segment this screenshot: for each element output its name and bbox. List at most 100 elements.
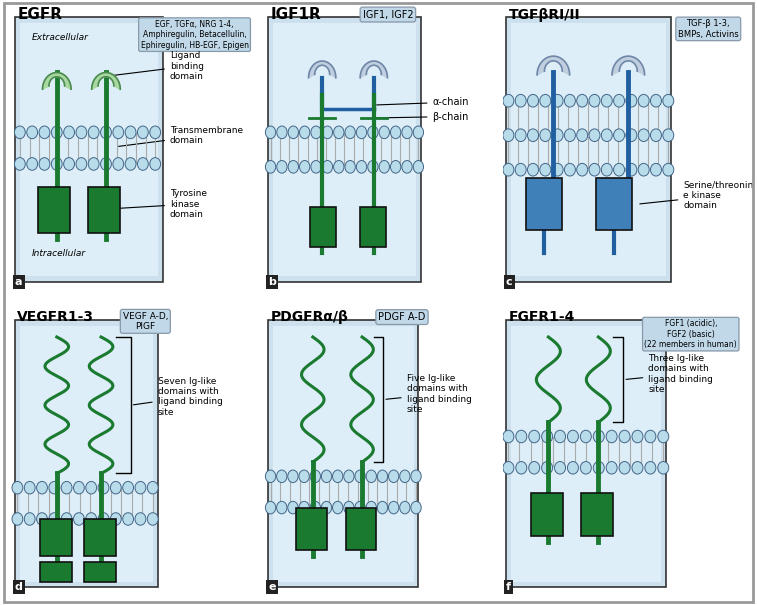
Circle shape: [650, 163, 662, 176]
Circle shape: [366, 502, 376, 514]
Text: e: e: [268, 582, 276, 592]
Bar: [39, 187, 70, 233]
Circle shape: [355, 470, 365, 483]
Circle shape: [377, 470, 388, 483]
Circle shape: [123, 482, 133, 494]
Circle shape: [355, 502, 365, 514]
Circle shape: [577, 129, 587, 142]
Bar: [297, 508, 327, 551]
Circle shape: [322, 502, 332, 514]
Circle shape: [568, 462, 578, 474]
Circle shape: [266, 470, 276, 483]
Circle shape: [299, 502, 310, 514]
Text: Three Ig-like
domains with
ligand binding
site: Three Ig-like domains with ligand bindin…: [626, 354, 713, 394]
Circle shape: [632, 462, 643, 474]
Circle shape: [76, 126, 87, 139]
Text: Seven Ig-like
domains with
ligand binding
site: Seven Ig-like domains with ligand bindin…: [133, 376, 223, 417]
Circle shape: [89, 158, 99, 170]
Circle shape: [12, 512, 23, 525]
Circle shape: [98, 512, 109, 525]
Circle shape: [593, 462, 604, 474]
FancyBboxPatch shape: [20, 23, 157, 276]
Circle shape: [516, 430, 527, 443]
Bar: [310, 207, 336, 247]
Circle shape: [402, 160, 412, 173]
Circle shape: [277, 160, 287, 173]
Text: α-chain: α-chain: [376, 97, 469, 107]
Circle shape: [555, 430, 565, 443]
Text: TGFβRI/II: TGFβRI/II: [509, 7, 580, 22]
Circle shape: [332, 470, 343, 483]
FancyBboxPatch shape: [15, 18, 163, 282]
Circle shape: [357, 126, 366, 139]
Text: EGFR: EGFR: [17, 7, 62, 22]
Text: VEGF A-D,
PlGF: VEGF A-D, PlGF: [123, 312, 168, 331]
Circle shape: [61, 512, 72, 525]
Circle shape: [528, 129, 538, 142]
Text: Serine/threonin
e kinase
domain: Serine/threonin e kinase domain: [640, 181, 753, 211]
Circle shape: [49, 482, 60, 494]
Circle shape: [64, 126, 74, 139]
Circle shape: [516, 163, 526, 176]
Circle shape: [288, 502, 298, 514]
Circle shape: [344, 470, 354, 483]
Circle shape: [51, 126, 62, 139]
Circle shape: [391, 126, 400, 139]
Circle shape: [276, 470, 287, 483]
Circle shape: [26, 126, 38, 139]
Circle shape: [614, 94, 625, 107]
Circle shape: [528, 163, 538, 176]
Circle shape: [541, 462, 553, 474]
Circle shape: [589, 94, 600, 107]
Circle shape: [413, 160, 424, 173]
Bar: [531, 494, 563, 536]
Circle shape: [26, 158, 38, 170]
Circle shape: [645, 430, 656, 443]
Circle shape: [113, 126, 123, 139]
Text: Intracellular: Intracellular: [33, 249, 86, 258]
Bar: [581, 494, 613, 536]
Bar: [39, 561, 72, 581]
Circle shape: [24, 512, 35, 525]
Circle shape: [135, 512, 146, 525]
Text: Transmembrane
domain: Transmembrane domain: [119, 125, 243, 146]
Circle shape: [310, 502, 320, 514]
Circle shape: [516, 129, 526, 142]
Circle shape: [288, 160, 298, 173]
Circle shape: [503, 94, 514, 107]
Bar: [84, 519, 116, 556]
Text: β-chain: β-chain: [376, 111, 469, 122]
Circle shape: [123, 512, 133, 525]
Circle shape: [73, 482, 84, 494]
Circle shape: [276, 502, 287, 514]
Bar: [39, 519, 72, 556]
Polygon shape: [42, 73, 71, 89]
Circle shape: [51, 158, 62, 170]
Circle shape: [86, 482, 97, 494]
Circle shape: [411, 502, 421, 514]
Circle shape: [503, 430, 514, 443]
Circle shape: [391, 160, 400, 173]
Circle shape: [606, 462, 617, 474]
Circle shape: [379, 160, 389, 173]
FancyBboxPatch shape: [511, 23, 666, 276]
Circle shape: [76, 158, 87, 170]
Circle shape: [528, 94, 538, 107]
Circle shape: [552, 129, 563, 142]
Circle shape: [344, 502, 354, 514]
Circle shape: [89, 126, 99, 139]
Circle shape: [632, 430, 643, 443]
Circle shape: [86, 512, 97, 525]
Text: FGF1 (acidic),
FGF2 (basic)
(22 members in human): FGF1 (acidic), FGF2 (basic) (22 members …: [644, 319, 737, 349]
Circle shape: [334, 160, 344, 173]
Circle shape: [14, 158, 25, 170]
Circle shape: [288, 126, 298, 139]
Text: b: b: [268, 276, 276, 287]
Circle shape: [368, 126, 378, 139]
Circle shape: [402, 126, 412, 139]
Polygon shape: [537, 56, 569, 75]
Circle shape: [111, 512, 121, 525]
Circle shape: [589, 129, 600, 142]
Circle shape: [345, 126, 355, 139]
Circle shape: [300, 126, 310, 139]
